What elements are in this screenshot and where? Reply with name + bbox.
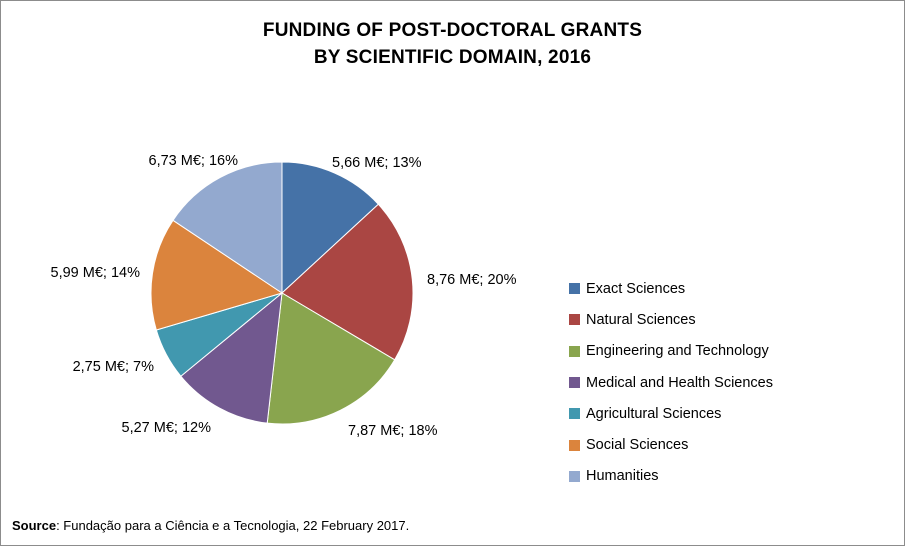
legend-item-exact-sciences: Exact Sciences bbox=[569, 273, 773, 304]
pie-slice-engineering-and-technology bbox=[266, 292, 396, 425]
pie-slice-natural-sciences bbox=[281, 203, 414, 361]
legend-label-medical-and-health-sciences: Medical and Health Sciences bbox=[586, 374, 773, 391]
chart-title-line-2: BY SCIENTIFIC DOMAIN, 2016 bbox=[313, 47, 592, 68]
data-label-social-sciences: 5,99 M€; 14% bbox=[51, 265, 141, 281]
legend-swatch-humanities bbox=[569, 470, 580, 482]
pie-data-labels: 5,66 M€; 13% 8,76 M€; 20% 7,87 M€; 18% 5,27… bbox=[51, 153, 517, 439]
legend-label-engineering-and-technology: Engineering and Technology bbox=[586, 343, 769, 360]
pie-slice-social-sciences bbox=[150, 219, 284, 331]
data-label-exact-sciences: 5,66 M€; 13% bbox=[332, 155, 422, 171]
source-note: Source: Fundação para a Ciência e a Tecn… bbox=[12, 518, 409, 533]
legend-swatch-engineering-and-technology bbox=[569, 345, 580, 357]
data-label-medical-and-health-sciences: 5,27 M€; 12% bbox=[122, 420, 212, 436]
legend-swatch-exact-sciences bbox=[569, 283, 580, 295]
legend-item-agricultural-sciences: Agricultural Sciences bbox=[569, 398, 773, 429]
chart-title: FUNDING OF POST-DOCTORAL GRANTS BY SCIEN… bbox=[1, 17, 904, 71]
legend-item-medical-and-health-sciences: Medical and Health Sciences bbox=[569, 367, 773, 398]
legend-swatch-medical-and-health-sciences bbox=[569, 377, 580, 389]
legend-swatch-agricultural-sciences bbox=[569, 408, 580, 420]
legend-label-agricultural-sciences: Agricultural Sciences bbox=[586, 405, 722, 422]
data-label-natural-sciences: 8,76 M€; 20% bbox=[427, 272, 517, 288]
legend-item-natural-sciences: Natural Sciences bbox=[569, 304, 773, 335]
pie-slices bbox=[150, 161, 414, 425]
legend-label-social-sciences: Social Sciences bbox=[586, 437, 689, 454]
pie-slice-medical-and-health-sciences bbox=[180, 291, 283, 424]
legend-swatch-social-sciences bbox=[569, 439, 580, 451]
legend-label-natural-sciences: Natural Sciences bbox=[586, 311, 696, 328]
legend-label-humanities: Humanities bbox=[586, 468, 659, 485]
legend-item-social-sciences: Social Sciences bbox=[569, 429, 773, 460]
pie-slice-exact-sciences bbox=[281, 161, 380, 295]
source-text: : Fundação para a Ciência e a Tecnologia… bbox=[56, 518, 410, 533]
data-label-agricultural-sciences: 2,75 M€; 7% bbox=[73, 359, 155, 375]
legend-item-engineering-and-technology: Engineering and Technology bbox=[569, 336, 773, 367]
legend-item-humanities: Humanities bbox=[569, 461, 773, 492]
pie-slice-humanities bbox=[172, 161, 283, 294]
legend: Exact Sciences Natural Sciences Engineerin… bbox=[569, 273, 773, 492]
data-label-engineering-and-technology: 7,87 M€; 18% bbox=[348, 423, 438, 439]
source-label: Source bbox=[12, 518, 57, 533]
legend-swatch-natural-sciences bbox=[569, 314, 580, 326]
data-label-humanities: 6,73 M€; 16% bbox=[149, 153, 239, 169]
legend-label-exact-sciences: Exact Sciences bbox=[586, 280, 686, 297]
chart-title-line-1: FUNDING OF POST-DOCTORAL GRANTS bbox=[262, 20, 643, 41]
